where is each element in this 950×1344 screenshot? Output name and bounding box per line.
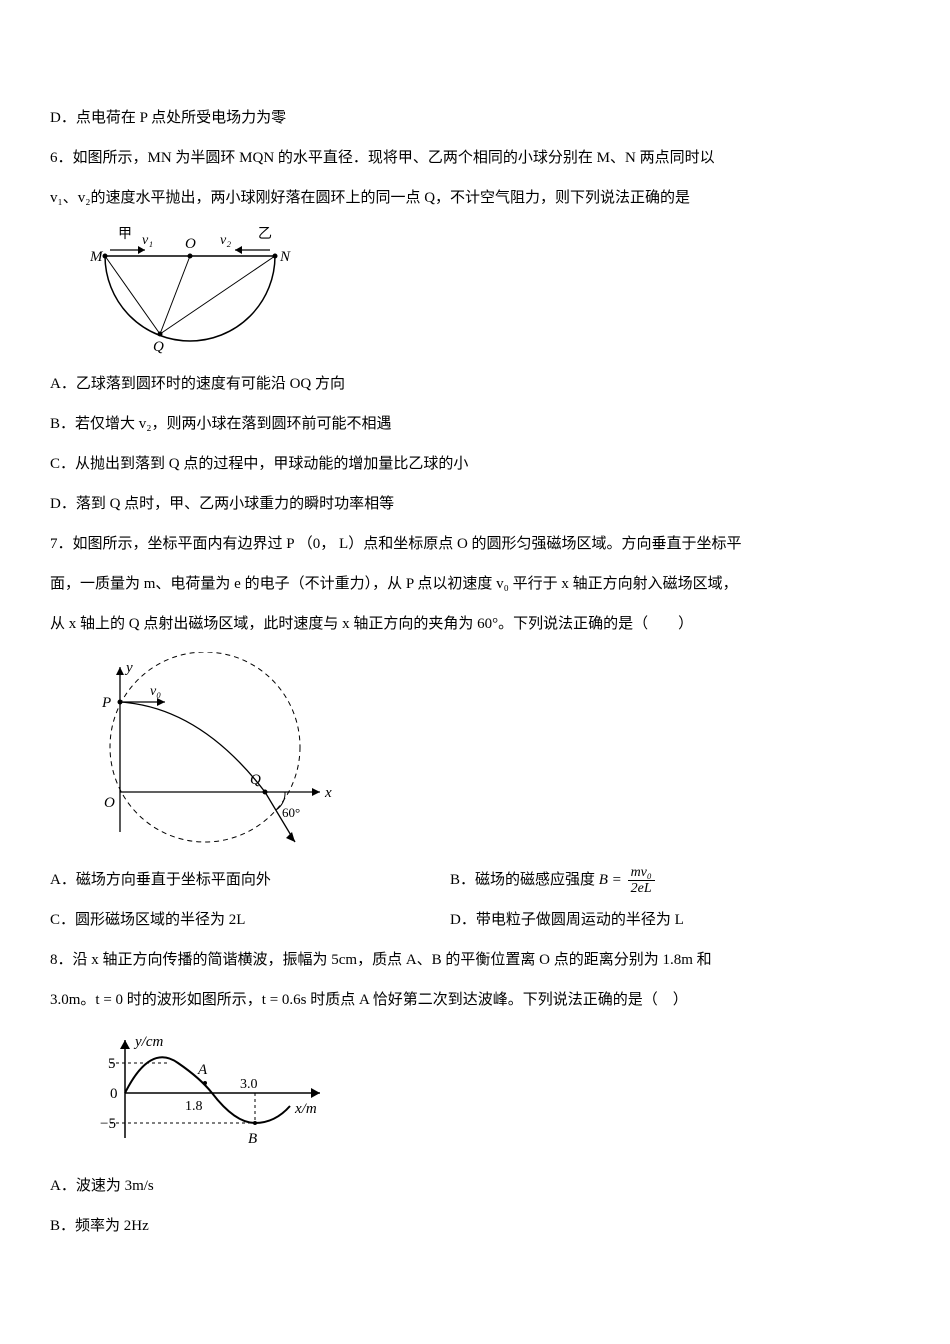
- q6-label-jia: 甲: [118, 227, 132, 242]
- q8-label-x: x/m: [294, 1101, 317, 1117]
- q7-stem-3: 从 x 轴上的 Q 点射出磁场区域，此时速度与 x 轴正方向的夹角为 60°。下…: [50, 606, 900, 642]
- q8-option-a: A．波速为 3m/s: [50, 1168, 900, 1204]
- q7-optB-num: mv₀: [628, 865, 655, 881]
- q6-option-a: A．乙球落到圆环时的速度有可能沿 OQ 方向: [50, 366, 900, 402]
- q6-label-v2: v₂: [220, 233, 231, 248]
- q6-label-yi: 乙: [258, 226, 272, 242]
- q7-option-a: A．磁场方向垂直于坐标平面向外: [50, 862, 390, 898]
- q7-label-Q: Q: [250, 772, 261, 788]
- q6-label-O: O: [185, 236, 196, 252]
- q8-label-y: y/cm: [133, 1034, 163, 1050]
- q8-stem-1: 8．沿 x 轴正方向传播的简谐横波，振幅为 5cm，质点 A、B 的平衡位置离 …: [50, 942, 900, 978]
- q6-stem-2: v₁、v₂的速度水平抛出，两小球刚好落在圆环上的同一点 Q，不计空气阻力，则下列…: [50, 180, 900, 216]
- q7-stem-2: 面，一质量为 m、电荷量为 e 的电子（不计重力），从 P 点以初速度 v₀ 平…: [50, 566, 900, 602]
- q6-label-Q: Q: [153, 339, 164, 355]
- q6-diagram: 甲 乙 M N O Q v₁ v₂: [90, 226, 900, 356]
- q8-label-y5: 5: [108, 1056, 116, 1072]
- q7-option-c: C．圆形磁场区域的半径为 2L: [50, 902, 390, 938]
- q8-label-yn5: −5: [100, 1116, 116, 1132]
- q8-option-b: B．频率为 2Hz: [50, 1208, 900, 1244]
- q7-label-O: O: [104, 795, 115, 811]
- q8-diagram: y/cm x/m 5 0 −5 A B 1.8 3.0: [90, 1028, 900, 1158]
- q8-label-A: A: [197, 1062, 208, 1078]
- q8-stem-2: 3.0m。t = 0 时的波形如图所示，t = 0.6s 时质点 A 恰好第二次…: [50, 982, 900, 1018]
- q8-label-B: B: [248, 1131, 257, 1147]
- q6-stem-1: 6．如图所示，MN 为半圆环 MQN 的水平直径．现将甲、乙两个相同的小球分别在…: [50, 140, 900, 176]
- q7-label-v0: v₀: [150, 684, 161, 699]
- q8-label-x30: 3.0: [240, 1077, 258, 1092]
- q7-label-x: x: [324, 785, 332, 801]
- q7-label-angle: 60°: [282, 805, 300, 820]
- q5-option-d: D．点电荷在 P 点处所受电场力为零: [50, 100, 900, 136]
- q6-label-N: N: [279, 249, 291, 265]
- q7-label-y: y: [124, 660, 133, 676]
- q8-label-x18: 1.8: [185, 1099, 203, 1114]
- q7-option-d: D．带电粒子做圆周运动的半径为 L: [450, 902, 684, 938]
- q6-option-d: D．落到 Q 点时，甲、乙两小球重力的瞬时功率相等: [50, 486, 900, 522]
- q6-label-v1: v₁: [142, 233, 153, 248]
- q8-label-y0: 0: [110, 1086, 118, 1102]
- q7-optB-prefix: B．磁场的磁感应强度: [450, 872, 595, 888]
- q6-option-c: C．从抛出到落到 Q 点的过程中，甲球动能的增加量比乙球的小: [50, 446, 900, 482]
- q7-optB-den: 2eL: [628, 881, 655, 896]
- q7-diagram: y x P O Q v₀ 60°: [90, 652, 900, 852]
- q7-label-P: P: [101, 695, 111, 711]
- q7-stem-1: 7．如图所示，坐标平面内有边界过 P （0， L）点和坐标原点 O 的圆形匀强磁…: [50, 526, 900, 562]
- q7-optB-fraction: mv₀ 2eL: [628, 865, 655, 897]
- q6-option-b: B．若仅增大 v₂，则两小球在落到圆环前可能不相遇: [50, 406, 900, 442]
- q7-option-b: B．磁场的磁感应强度 B = mv₀ 2eL: [450, 862, 657, 898]
- q6-label-M: M: [90, 249, 104, 265]
- q7-optB-lhs: B =: [599, 872, 622, 888]
